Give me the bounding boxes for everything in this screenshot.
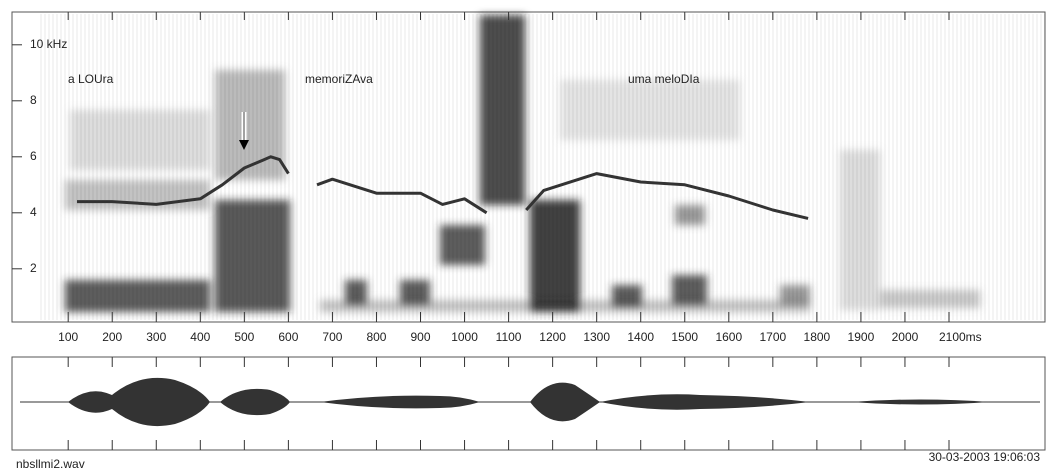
x-tick-label: 200 [102, 330, 122, 344]
x-tick-label: 1000 [451, 330, 478, 344]
x-tick-label: 1300 [583, 330, 610, 344]
x-tick-label: 1100 [496, 330, 522, 344]
x-tick-label: 1200 [539, 330, 566, 344]
x-tick-label: 500 [234, 330, 254, 344]
x-tick-label: 1900 [848, 330, 875, 344]
x-tick-label: 2000 [892, 330, 919, 344]
waveform [68, 377, 990, 427]
y-tick-label: 8 [30, 93, 37, 107]
x-tick-label: 1400 [627, 330, 654, 344]
y-tick-label: 10 kHz [30, 37, 67, 51]
arrow-head [239, 140, 249, 150]
y-tick-label: 2 [30, 261, 37, 275]
x-tick-label: 2100ms [939, 330, 982, 344]
file-name: nbsllmi2.wav [16, 457, 85, 471]
annotation: a LOUra [68, 72, 114, 86]
y-tick-label: 4 [30, 205, 37, 219]
annotation: uma meloDIa [628, 72, 700, 86]
x-tick-label: 1800 [804, 330, 831, 344]
x-tick-label: 600 [278, 330, 298, 344]
y-tick-label: 6 [30, 149, 37, 163]
x-tick-label: 1700 [759, 330, 786, 344]
x-tick-label: 100 [58, 330, 78, 344]
pitch-contour [77, 155, 809, 220]
x-tick-label: 700 [322, 330, 342, 344]
annotation: memoriZAva [305, 72, 373, 86]
x-tick-label: 1600 [715, 330, 742, 344]
striation [40, 14, 1045, 320]
x-tick-label: 400 [190, 330, 210, 344]
x-tick-label: 900 [410, 330, 430, 344]
x-tick-label: 300 [146, 330, 166, 344]
x-tick-label: 800 [366, 330, 386, 344]
timestamp: 30-03-2003 19:06:03 [929, 450, 1041, 464]
x-tick-label: 1500 [671, 330, 698, 344]
